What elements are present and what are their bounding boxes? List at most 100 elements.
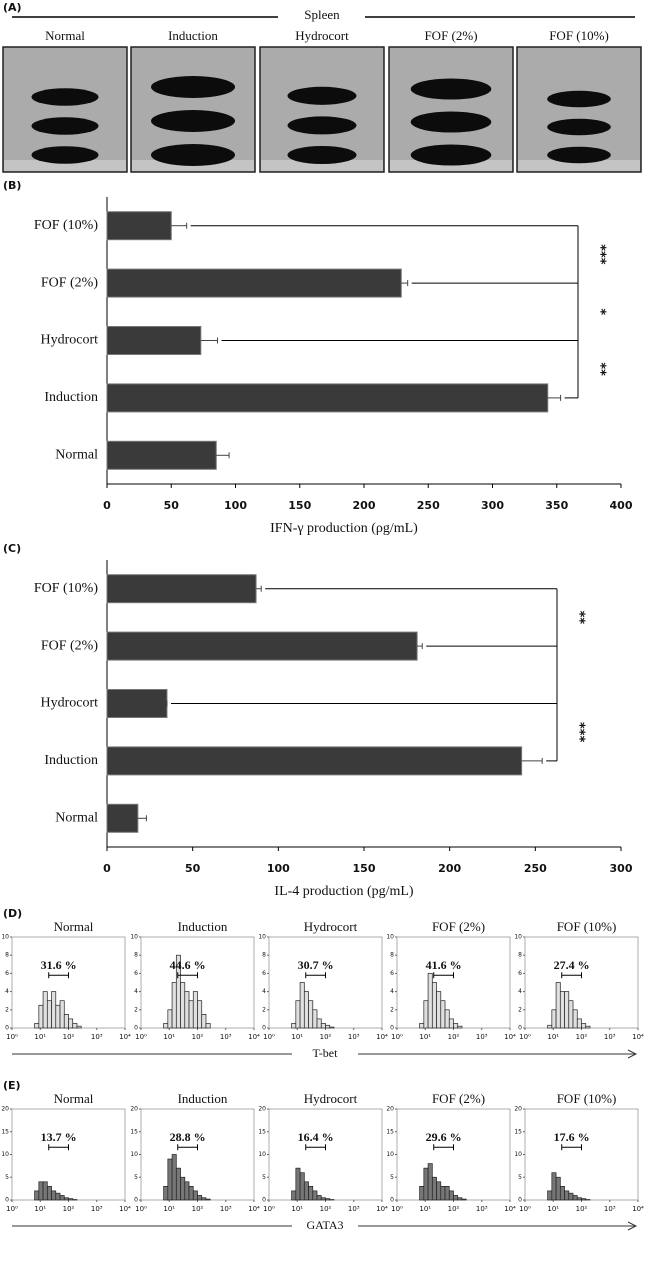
x-tick-label: 10² (192, 1033, 204, 1041)
histogram-bin (320, 1197, 326, 1201)
histogram-bin (184, 1181, 190, 1201)
y-tick-label: 4 (134, 988, 138, 995)
histogram-bin (457, 1025, 463, 1029)
gate-label: 17.6 % (554, 1130, 590, 1144)
histogram-bin (564, 1190, 570, 1201)
x-tick-label: 150 (353, 862, 376, 875)
spleen (31, 146, 99, 164)
histogram-bin (68, 1018, 74, 1029)
x-tick-label: 10¹ (419, 1033, 431, 1041)
bar (106, 440, 217, 470)
histogram-title: FOF (2%) (432, 1091, 485, 1106)
y-tick-label: Normal (55, 811, 98, 826)
plot-frame (268, 1108, 383, 1201)
x-tick-label: 10³ (91, 1033, 103, 1041)
x-tick-label: 10¹ (163, 1205, 175, 1213)
axis-title: T-bet (313, 1046, 339, 1060)
y-tick-label: 0 (134, 1197, 138, 1204)
spleen (547, 90, 611, 108)
histogram-bin (555, 982, 561, 1029)
histogram-bin (167, 1009, 173, 1029)
photo-label: FOF (10%) (549, 28, 609, 43)
y-tick-label: 5 (5, 1174, 9, 1181)
y-tick-label: 2 (518, 1006, 522, 1013)
histogram-bin (320, 1023, 326, 1029)
photo-label: FOF (2%) (424, 28, 477, 43)
histogram-bin (431, 1176, 437, 1201)
ruler (4, 160, 126, 171)
x-tick-label: 100 (267, 862, 290, 875)
y-tick-label: 0 (390, 1197, 394, 1204)
histogram-bin (303, 991, 309, 1029)
y-tick-label: 20 (386, 1106, 394, 1113)
y-tick-label: 6 (262, 970, 266, 977)
significance: *** (572, 722, 587, 743)
histogram-bin (171, 1154, 177, 1201)
y-tick-label: 10 (130, 1151, 138, 1158)
spleen (547, 146, 611, 164)
histogram-title: Induction (178, 919, 228, 934)
x-tick-label: 300 (481, 499, 504, 512)
histogram-bin (585, 1025, 591, 1029)
histogram-bin (316, 1195, 322, 1201)
histogram-bin (299, 1172, 305, 1201)
histogram-bin (547, 1024, 553, 1029)
histogram-bin (42, 991, 48, 1029)
x-tick-label: 10³ (604, 1205, 616, 1213)
plot-frame (396, 1108, 511, 1201)
histogram-bin (427, 973, 433, 1029)
spleen (287, 116, 357, 135)
spleen (151, 144, 235, 166)
x-axis-title: IL-4 production (pg/mL) (274, 884, 414, 899)
y-tick-label: 0 (262, 1025, 266, 1032)
x-tick-label: 10⁰ (391, 1033, 403, 1041)
histogram-bin (180, 982, 186, 1029)
y-tick-label: 6 (134, 970, 138, 977)
x-tick-label: 0 (103, 862, 111, 875)
histogram-bin (559, 991, 565, 1029)
histogram-bin (201, 1013, 207, 1029)
histogram-bin (68, 1198, 74, 1201)
y-tick-label: 8 (262, 952, 266, 959)
bar (106, 268, 402, 298)
y-tick-label: 10 (514, 934, 522, 941)
y-tick-label: 10 (386, 934, 394, 941)
histogram-bin (51, 1190, 57, 1201)
plot-frame (396, 936, 511, 1029)
histogram-bin (576, 1197, 582, 1201)
y-tick-label: 10 (514, 1151, 522, 1158)
bar (106, 326, 202, 355)
x-tick-label: 100 (224, 499, 247, 512)
gate (177, 1144, 198, 1151)
x-tick-label: 10² (448, 1205, 460, 1213)
histogram-bin (197, 1000, 203, 1029)
histogram-bin (436, 1181, 442, 1201)
histogram-bin (295, 1167, 301, 1201)
spleen (31, 88, 99, 106)
histogram-bin (559, 1185, 565, 1201)
histogram-bin (461, 1198, 467, 1201)
x-tick-label: 10⁴ (376, 1033, 388, 1041)
x-tick-label: 10⁰ (135, 1205, 147, 1213)
y-tick-label: 0 (390, 1025, 394, 1032)
histogram-bin (555, 1176, 561, 1201)
gate (48, 1144, 69, 1151)
histogram-bin (63, 1013, 69, 1029)
gate-label: 44.6 % (170, 958, 206, 972)
y-tick-label: 0 (518, 1025, 522, 1032)
y-tick-label: 2 (134, 1006, 138, 1013)
x-tick-label: 10³ (476, 1205, 488, 1213)
histogram-bin (448, 1018, 454, 1029)
bar (106, 383, 549, 413)
histogram-bin (55, 1004, 61, 1029)
histogram-bin (205, 1198, 211, 1201)
y-tick-label: 2 (5, 1006, 9, 1013)
gate-label: 41.6 % (426, 958, 462, 972)
histogram-bin (291, 1023, 297, 1029)
histogram-bin (316, 1018, 322, 1029)
panel-label: (D) (3, 907, 22, 920)
plot-frame (524, 936, 639, 1029)
histogram-bin (184, 991, 190, 1029)
y-tick-label: 10 (130, 934, 138, 941)
